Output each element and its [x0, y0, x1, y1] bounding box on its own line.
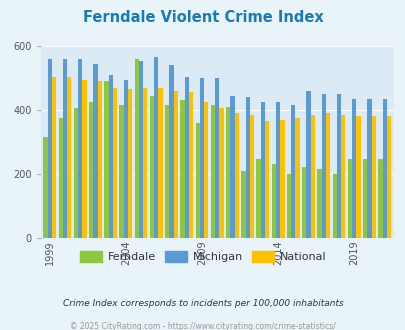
Bar [347, 159, 351, 238]
Bar [340, 115, 345, 238]
Bar [386, 116, 390, 238]
Bar [63, 59, 67, 238]
Bar [210, 105, 215, 238]
Bar [188, 92, 193, 238]
Bar [321, 94, 325, 238]
Bar [367, 99, 371, 238]
Bar [377, 159, 382, 238]
Bar [149, 96, 154, 238]
Bar [67, 77, 71, 238]
Bar [139, 60, 143, 238]
Bar [204, 102, 208, 238]
Bar [124, 80, 128, 238]
Bar [169, 65, 173, 238]
Bar [264, 121, 269, 238]
Bar [219, 108, 223, 238]
Bar [351, 99, 356, 238]
Bar [249, 115, 254, 238]
Bar [128, 89, 132, 238]
Legend: Ferndale, Michigan, National: Ferndale, Michigan, National [75, 247, 330, 267]
Bar [199, 78, 204, 238]
Bar [382, 99, 386, 238]
Bar [336, 94, 340, 238]
Bar [241, 171, 245, 238]
Bar [58, 118, 63, 238]
Bar [195, 123, 199, 238]
Bar [295, 118, 299, 238]
Bar [362, 159, 367, 238]
Bar [260, 102, 264, 238]
Bar [173, 91, 177, 238]
Bar [113, 88, 117, 238]
Text: © 2025 CityRating.com - https://www.cityrating.com/crime-statistics/: © 2025 CityRating.com - https://www.city… [70, 322, 335, 330]
Bar [256, 159, 260, 238]
Bar [82, 80, 86, 238]
Bar [371, 116, 375, 238]
Bar [154, 57, 158, 238]
Bar [104, 81, 108, 238]
Bar [78, 59, 82, 238]
Bar [119, 105, 124, 238]
Bar [306, 91, 310, 238]
Bar [108, 75, 113, 238]
Bar [234, 113, 238, 238]
Bar [317, 169, 321, 238]
Bar [226, 107, 230, 238]
Bar [279, 119, 284, 238]
Bar [356, 116, 360, 238]
Text: Crime Index corresponds to incidents per 100,000 inhabitants: Crime Index corresponds to incidents per… [62, 299, 343, 308]
Bar [275, 102, 279, 238]
Bar [97, 81, 102, 238]
Bar [271, 164, 275, 238]
Text: Ferndale Violent Crime Index: Ferndale Violent Crime Index [83, 10, 322, 25]
Bar [43, 137, 47, 238]
Bar [134, 59, 139, 238]
Bar [143, 88, 147, 238]
Bar [52, 77, 56, 238]
Bar [165, 105, 169, 238]
Bar [74, 108, 78, 238]
Bar [286, 174, 290, 238]
Bar [290, 105, 295, 238]
Bar [47, 59, 52, 238]
Bar [180, 100, 184, 238]
Bar [89, 102, 93, 238]
Bar [310, 115, 314, 238]
Bar [184, 77, 188, 238]
Bar [158, 88, 162, 238]
Bar [245, 97, 249, 238]
Bar [215, 78, 219, 238]
Bar [301, 167, 306, 238]
Bar [230, 96, 234, 238]
Bar [325, 113, 329, 238]
Bar [332, 174, 336, 238]
Bar [93, 64, 97, 238]
